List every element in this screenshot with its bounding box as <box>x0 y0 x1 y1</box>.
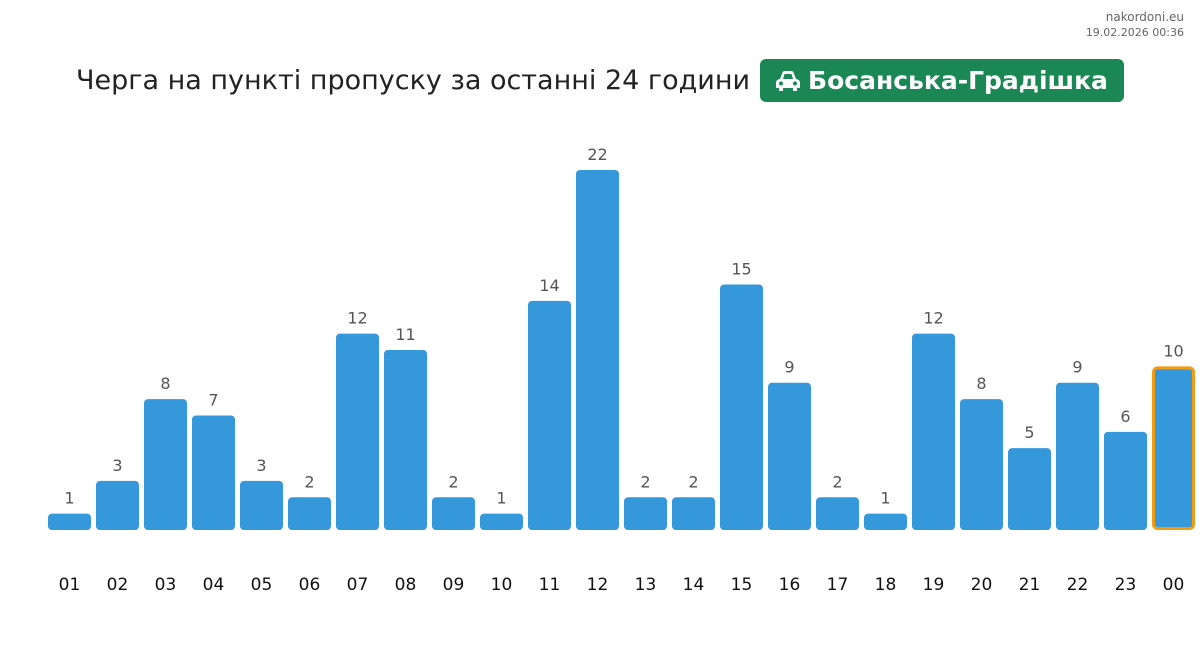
data-label-16: 9 <box>784 358 794 377</box>
x-tick-13: 13 <box>635 575 657 595</box>
bar-02 <box>96 480 139 530</box>
timestamp: 19.02.2026 00:36 <box>1085 26 1184 39</box>
data-label-14: 2 <box>688 472 698 491</box>
data-label-01: 1 <box>64 489 74 508</box>
bar-10 <box>480 513 523 530</box>
data-label-09: 2 <box>448 472 458 491</box>
x-tick-16: 16 <box>779 575 801 595</box>
x-tick-05: 05 <box>251 575 273 595</box>
x-tick-18: 18 <box>875 575 897 595</box>
x-tick-19: 19 <box>923 575 945 595</box>
bar-12 <box>576 170 619 530</box>
bar-23 <box>1104 431 1147 530</box>
data-label-11: 14 <box>539 276 559 295</box>
bar-22 <box>1056 382 1099 530</box>
data-label-13: 2 <box>640 472 650 491</box>
data-label-05: 3 <box>256 456 266 475</box>
chart-title: Черга на пункті пропуску за останні 24 г… <box>76 65 751 96</box>
header: Черга на пункті пропуску за останні 24 г… <box>0 59 1200 102</box>
bar-01 <box>48 513 91 530</box>
x-tick-14: 14 <box>683 575 705 595</box>
data-label-23: 6 <box>1120 407 1130 426</box>
data-label-02: 3 <box>112 456 122 475</box>
x-tick-21: 21 <box>1019 575 1041 595</box>
data-label-07: 12 <box>347 309 367 328</box>
bar-17 <box>816 497 859 530</box>
x-tick-09: 09 <box>443 575 465 595</box>
x-tick-03: 03 <box>155 575 177 595</box>
x-tick-11: 11 <box>539 575 561 595</box>
bar-06 <box>288 497 331 530</box>
bar-04 <box>192 415 235 530</box>
data-label-22: 9 <box>1072 358 1082 377</box>
bar-20 <box>960 399 1003 530</box>
data-label-15: 15 <box>731 260 751 279</box>
data-label-12: 22 <box>587 145 607 164</box>
data-label-08: 11 <box>395 325 415 344</box>
x-tick-06: 06 <box>299 575 321 595</box>
x-tick-02: 02 <box>107 575 129 595</box>
car-icon <box>776 70 801 91</box>
x-tick-20: 20 <box>971 575 993 595</box>
site-name: nakordoni.eu <box>1105 10 1184 24</box>
x-tick-22: 22 <box>1067 575 1089 595</box>
bar-15 <box>720 284 763 530</box>
data-label-18: 1 <box>880 489 890 508</box>
x-tick-10: 10 <box>491 575 513 595</box>
bar-14 <box>672 497 715 530</box>
bar-21 <box>1008 448 1051 530</box>
bar-18 <box>864 513 907 530</box>
x-tick-15: 15 <box>731 575 753 595</box>
data-label-17: 2 <box>832 472 842 491</box>
x-tick-23: 23 <box>1115 575 1137 595</box>
x-tick-17: 17 <box>827 575 849 595</box>
bar-05 <box>240 480 283 530</box>
data-label-04: 7 <box>208 390 218 409</box>
bar-16 <box>768 382 811 530</box>
x-tick-12: 12 <box>587 575 609 595</box>
bar-19 <box>912 333 955 530</box>
bar-11 <box>528 300 571 530</box>
x-tick-01: 01 <box>59 575 81 595</box>
checkpoint-badge: Босанська-Градішка <box>760 59 1124 102</box>
data-label-21: 5 <box>1024 423 1034 442</box>
x-tick-08: 08 <box>395 575 417 595</box>
site-info: nakordoni.eu 19.02.2026 00:36 <box>1086 9 1184 41</box>
checkpoint-name: Босанська-Градішка <box>808 66 1108 95</box>
data-label-00: 10 <box>1163 341 1183 360</box>
bar-07 <box>336 333 379 530</box>
data-label-20: 8 <box>976 374 986 393</box>
x-tick-00: 00 <box>1163 575 1185 595</box>
data-label-10: 1 <box>496 489 506 508</box>
data-label-03: 8 <box>160 374 170 393</box>
bar-13 <box>624 497 667 530</box>
bar-08 <box>384 350 427 530</box>
bar-03 <box>144 399 187 530</box>
x-tick-04: 04 <box>203 575 225 595</box>
data-label-19: 12 <box>923 309 943 328</box>
x-tick-07: 07 <box>347 575 369 595</box>
data-label-06: 2 <box>304 472 314 491</box>
bar-00 <box>1152 366 1195 531</box>
bar-09 <box>432 497 475 530</box>
